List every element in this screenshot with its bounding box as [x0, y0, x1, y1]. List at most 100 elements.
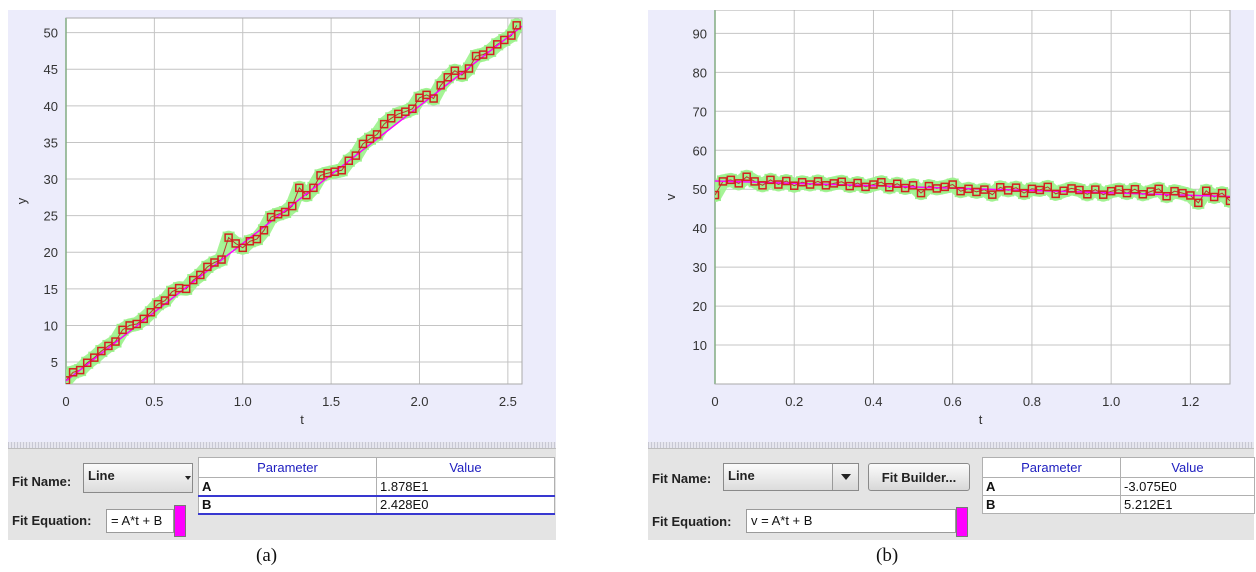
data-point [821, 181, 831, 190]
data-point [900, 183, 910, 193]
data-point [408, 104, 417, 114]
data-point [507, 31, 516, 40]
data-point [845, 181, 854, 191]
fit-name-combo[interactable]: Line [723, 463, 859, 491]
data-point [861, 182, 870, 192]
data-point [104, 341, 113, 351]
data-point [379, 119, 389, 129]
data-point [512, 21, 521, 30]
data-point [160, 296, 170, 305]
data-point [224, 233, 233, 242]
parameter-header[interactable]: Parameter [198, 457, 377, 478]
fit-builder-button[interactable]: Fit Builder... [868, 463, 970, 491]
param-value[interactable]: 2.428E0 [376, 494, 555, 515]
data-point [1091, 185, 1100, 194]
y-tick-label: 35 [44, 135, 58, 150]
caption-a: (a) [256, 545, 278, 566]
y-tick-label: 70 [693, 104, 707, 119]
x-tick-label: 2.0 [410, 394, 428, 409]
y-axis-label: v [663, 193, 678, 200]
data-point [1178, 188, 1187, 198]
data-point [869, 180, 878, 189]
param-value[interactable]: 5.212E1 [1120, 495, 1255, 514]
fit-name-combo[interactable]: Line [83, 463, 193, 493]
data-point [302, 190, 311, 200]
data-point [1170, 186, 1179, 196]
data-point [877, 177, 886, 187]
data-point [1027, 184, 1037, 194]
y-tick-label: 45 [44, 62, 58, 77]
data-point [181, 284, 191, 294]
splitter-a[interactable] [8, 442, 556, 448]
x-tick-label: 0 [62, 394, 69, 409]
parameter-header[interactable]: Parameter [982, 457, 1121, 478]
data-point [892, 179, 902, 189]
data-point [443, 73, 453, 82]
data-point [1043, 182, 1053, 192]
x-tick-label: 1.0 [234, 394, 252, 409]
param-name: A [198, 477, 377, 496]
data-point [337, 166, 346, 175]
data-point [797, 177, 807, 187]
data-point [139, 314, 149, 324]
fit-name-label: Fit Name: [652, 471, 712, 486]
data-point [988, 190, 997, 199]
data-point [829, 179, 839, 188]
data-point [386, 114, 396, 123]
panel-b: 0 0.2 0.4 0.6 0.8 1.0 1.2 10 20 30 40 50 60 70 80 90 t v … [648, 10, 1255, 540]
parameter-table-a: Parameter Value A 1.878E1 B 2.428E0 [198, 457, 555, 515]
fit-equation-field[interactable]: = A*t + B [106, 509, 174, 533]
data-point [132, 319, 141, 329]
y-tick-label: 25 [44, 209, 58, 224]
y-tick-label: 30 [693, 260, 707, 275]
param-name: B [982, 495, 1121, 514]
table-row[interactable]: A -3.075E0 [982, 477, 1255, 496]
plot-frame [65, 17, 523, 385]
data-point [97, 346, 106, 356]
data-point [972, 187, 981, 197]
fit-color-swatch[interactable] [956, 507, 968, 537]
chevron-down-icon [184, 464, 192, 492]
data-point [196, 270, 205, 280]
data-point [146, 308, 156, 317]
splitter-b[interactable] [648, 442, 1254, 448]
data-point [1209, 192, 1219, 202]
data-point [774, 180, 783, 189]
data-point [1162, 191, 1171, 201]
param-value[interactable]: -3.075E0 [1120, 477, 1255, 496]
value-header[interactable]: Value [1120, 457, 1255, 478]
value-header[interactable]: Value [376, 457, 555, 478]
fit-equation-field[interactable]: v = A*t + B [746, 509, 956, 533]
table-row[interactable]: B 2.428E0 [198, 494, 555, 515]
fit-name-value: Line [728, 468, 755, 483]
data-point [964, 184, 973, 194]
data-point [259, 226, 269, 235]
chart-b: 0 0.2 0.4 0.6 0.8 1.0 1.2 10 20 30 40 50 60 70 80 90 t v [663, 10, 1231, 427]
table-row[interactable]: A 1.878E1 [198, 477, 555, 496]
data-point [980, 185, 989, 194]
data-point [995, 183, 1005, 192]
x-tick-label: 0.4 [864, 394, 882, 409]
data-point [358, 139, 368, 149]
fit-color-swatch[interactable] [174, 505, 186, 537]
data-point [1003, 186, 1013, 195]
data-point [436, 81, 445, 90]
data-point [1083, 190, 1092, 199]
table-row[interactable]: B 5.212E1 [982, 495, 1255, 514]
x-tick-label: 0.5 [145, 394, 163, 409]
data-point [365, 134, 375, 144]
y-tick-label: 80 [693, 65, 707, 80]
y-tick-label: 5 [51, 355, 58, 370]
data-point [1186, 191, 1195, 200]
data-point [287, 201, 297, 211]
parameter-table-b: Parameter Value A -3.075E0 B 5.212E1 [982, 457, 1255, 514]
data-point [189, 275, 198, 285]
data-point [351, 151, 361, 160]
param-value[interactable]: 1.878E1 [376, 477, 555, 496]
data-point [309, 183, 318, 193]
x-axis-label: t [300, 412, 304, 427]
data-point [203, 262, 212, 272]
data-layer [715, 169, 1230, 210]
data-point [1059, 186, 1068, 196]
data-point [1225, 196, 1230, 206]
